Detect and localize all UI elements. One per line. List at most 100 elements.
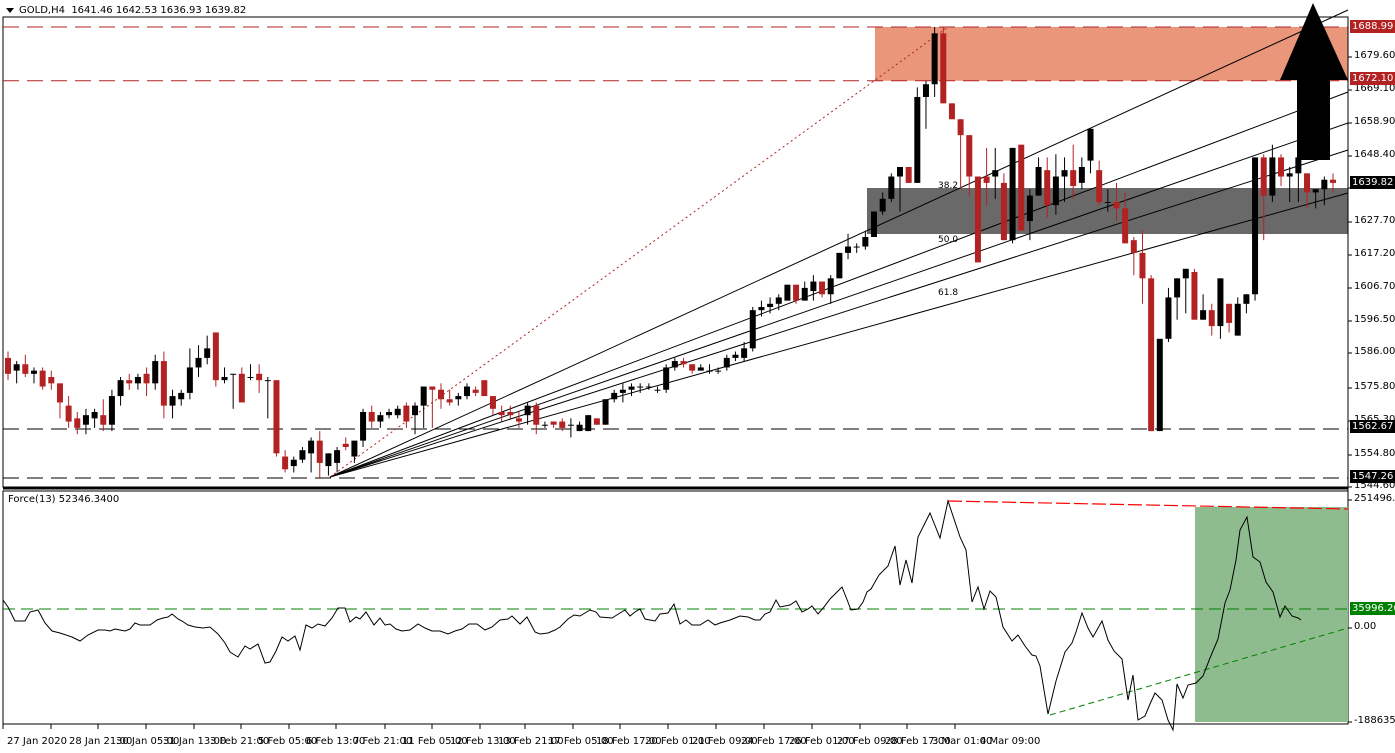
bull-candle[interactable] bbox=[299, 450, 306, 460]
bull-candle[interactable] bbox=[671, 361, 678, 368]
bear-candle[interactable] bbox=[1304, 173, 1311, 193]
bull-candle[interactable] bbox=[1052, 176, 1059, 206]
bear-candle[interactable] bbox=[1148, 278, 1155, 432]
bear-candle[interactable] bbox=[429, 386, 436, 390]
bear-candle[interactable] bbox=[1130, 240, 1137, 253]
bear-candle[interactable] bbox=[1191, 271, 1198, 320]
bull-candle[interactable] bbox=[134, 376, 141, 384]
oscillator-top-line[interactable] bbox=[947, 500, 1349, 510]
bear-candle[interactable] bbox=[316, 440, 323, 463]
bull-candle[interactable] bbox=[810, 281, 817, 292]
bear-candle[interactable] bbox=[212, 332, 219, 381]
bull-candle[interactable] bbox=[541, 424, 548, 426]
bear-candle[interactable] bbox=[282, 456, 289, 470]
bear-candle[interactable] bbox=[819, 281, 826, 295]
bull-candle[interactable] bbox=[723, 357, 730, 368]
bull-candle[interactable] bbox=[1217, 278, 1224, 327]
bull-candle[interactable] bbox=[1156, 338, 1163, 432]
bull-candle[interactable] bbox=[412, 405, 419, 416]
bull-candle[interactable] bbox=[334, 450, 341, 463]
bear-candle[interactable] bbox=[1330, 179, 1336, 183]
bear-candle[interactable] bbox=[559, 421, 566, 428]
bull-candle[interactable] bbox=[914, 96, 921, 183]
bull-candle[interactable] bbox=[82, 415, 89, 425]
bear-candle[interactable] bbox=[65, 405, 72, 422]
bull-candle[interactable] bbox=[645, 386, 652, 388]
bull-candle[interactable] bbox=[1087, 128, 1094, 161]
bear-candle[interactable] bbox=[966, 135, 973, 177]
bear-candle[interactable] bbox=[948, 103, 955, 120]
bear-candle[interactable] bbox=[1018, 144, 1025, 231]
bull-candle[interactable] bbox=[186, 367, 193, 393]
bull-candle[interactable] bbox=[351, 440, 358, 457]
bull-candle[interactable] bbox=[1286, 173, 1293, 177]
bear-candle[interactable] bbox=[39, 370, 46, 387]
bull-candle[interactable] bbox=[637, 386, 644, 388]
bull-candle[interactable] bbox=[91, 411, 98, 419]
bull-candle[interactable] bbox=[1200, 310, 1207, 320]
bull-candle[interactable] bbox=[360, 411, 367, 441]
bull-candle[interactable] bbox=[611, 392, 618, 400]
bull-candle[interactable] bbox=[1026, 195, 1033, 222]
bear-candle[interactable] bbox=[489, 396, 496, 409]
bear-candle[interactable] bbox=[1122, 208, 1129, 244]
bear-candle[interactable] bbox=[1260, 157, 1267, 196]
bear-candle[interactable] bbox=[1139, 252, 1146, 279]
bear-candle[interactable] bbox=[1044, 170, 1051, 206]
bull-candle[interactable] bbox=[741, 348, 748, 358]
bear-candle[interactable] bbox=[143, 373, 150, 384]
bull-candle[interactable] bbox=[715, 370, 722, 372]
bull-candle[interactable] bbox=[204, 348, 211, 358]
bear-candle[interactable] bbox=[472, 389, 479, 393]
bear-candle[interactable] bbox=[498, 411, 505, 416]
bear-candle[interactable] bbox=[74, 418, 81, 428]
bull-candle[interactable] bbox=[801, 287, 808, 301]
bull-candle[interactable] bbox=[749, 310, 756, 349]
bull-candle[interactable] bbox=[13, 364, 20, 371]
bear-candle[interactable] bbox=[689, 364, 696, 371]
bull-candle[interactable] bbox=[195, 357, 202, 368]
bull-candle[interactable] bbox=[784, 284, 791, 301]
bull-candle[interactable] bbox=[152, 361, 159, 384]
bull-candle[interactable] bbox=[455, 396, 462, 400]
bull-candle[interactable] bbox=[178, 392, 185, 400]
bull-candle[interactable] bbox=[1174, 278, 1181, 298]
bear-candle[interactable] bbox=[1226, 303, 1233, 323]
bear-candle[interactable] bbox=[1113, 201, 1120, 209]
bull-candle[interactable] bbox=[420, 386, 427, 406]
bull-candle[interactable] bbox=[1061, 170, 1068, 177]
bull-candle[interactable] bbox=[628, 386, 635, 390]
bear-candle[interactable] bbox=[1278, 157, 1285, 177]
bear-candle[interactable] bbox=[100, 415, 107, 425]
bear-candle[interactable] bbox=[438, 389, 445, 400]
bear-candle[interactable] bbox=[22, 364, 29, 374]
bear-candle[interactable] bbox=[550, 421, 557, 425]
collapse-triangle-icon[interactable] bbox=[6, 7, 14, 13]
bull-candle[interactable] bbox=[308, 440, 315, 454]
bull-candle[interactable] bbox=[836, 252, 843, 279]
bull-candle[interactable] bbox=[845, 246, 852, 253]
bull-candle[interactable] bbox=[576, 424, 583, 432]
bear-candle[interactable] bbox=[680, 361, 687, 365]
oscillator-trend-line[interactable] bbox=[1049, 627, 1349, 716]
bear-candle[interactable] bbox=[5, 357, 11, 374]
bull-candle[interactable] bbox=[827, 278, 834, 295]
bull-candle[interactable] bbox=[221, 376, 228, 381]
bear-candle[interactable] bbox=[56, 383, 63, 403]
bull-candle[interactable] bbox=[247, 376, 254, 378]
bull-candle[interactable] bbox=[1035, 166, 1042, 196]
bear-candle[interactable] bbox=[1000, 182, 1007, 241]
bull-candle[interactable] bbox=[108, 396, 115, 425]
bull-candle[interactable] bbox=[853, 246, 860, 248]
bull-candle[interactable] bbox=[888, 176, 895, 199]
bull-candle[interactable] bbox=[1104, 201, 1111, 203]
fib-fan-line[interactable] bbox=[329, 9, 1349, 478]
bull-candle[interactable] bbox=[602, 399, 609, 425]
bull-candle[interactable] bbox=[1243, 294, 1250, 304]
bull-candle[interactable] bbox=[1269, 157, 1276, 196]
bull-candle[interactable] bbox=[524, 405, 531, 416]
bull-candle[interactable] bbox=[1078, 166, 1085, 183]
bull-candle[interactable] bbox=[463, 386, 470, 397]
